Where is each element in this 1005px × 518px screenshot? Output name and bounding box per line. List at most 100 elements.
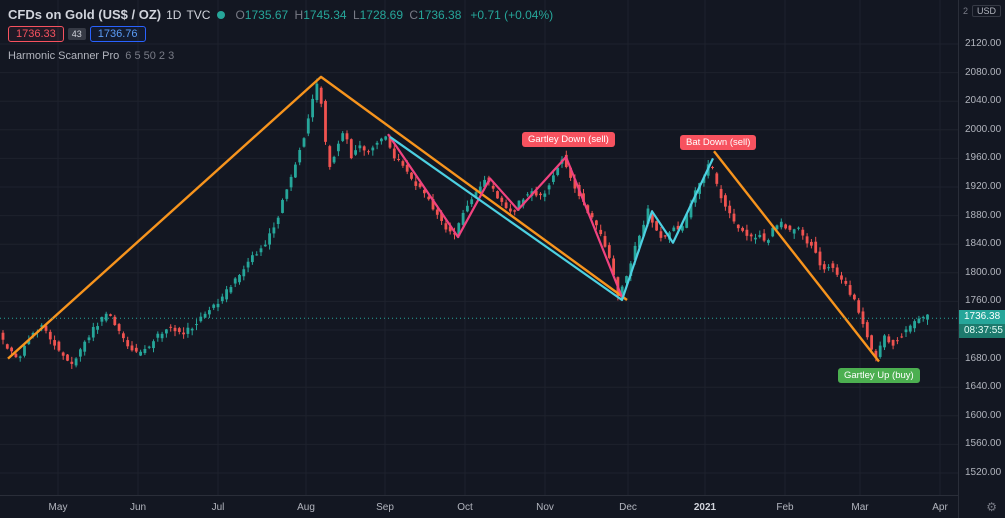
settings-gear-icon[interactable]: ⚙ (986, 499, 997, 514)
harmonic-pattern-gartley-down[interactable] (387, 133, 624, 298)
candle-body (238, 274, 241, 283)
candle-body (685, 214, 689, 228)
candle-body (122, 333, 125, 339)
candle-body (61, 352, 65, 356)
price-axis[interactable]: 2 USD 1736.38 08:37:55 2120.00 2080.00 204… (958, 0, 1005, 495)
candle-body (526, 194, 529, 196)
candle-body (556, 167, 560, 175)
indicator-legend: Harmonic Scanner Pro 6 5 50 2 3 (8, 50, 174, 62)
candle-body (242, 269, 246, 277)
candle-body (917, 318, 921, 323)
candle-body (663, 235, 667, 237)
candle-body (315, 83, 319, 101)
candle-body (887, 336, 891, 343)
pattern-overlays-layer[interactable] (0, 75, 958, 363)
candle-body (156, 333, 160, 338)
candle-body (216, 303, 220, 308)
price-axis-label: 1680.00 (965, 352, 1002, 364)
candle-body (418, 183, 422, 188)
candle-body (711, 167, 714, 169)
time-axis[interactable]: May Jun Jul Aug Sep Oct Nov Dec 2021 Feb Mar Apr (0, 495, 1005, 518)
candle-body (199, 316, 203, 322)
candle-body (650, 212, 654, 223)
interval-label[interactable]: 1D (166, 7, 182, 22)
candle-body (306, 118, 310, 134)
sell-button[interactable]: 1736.33 (8, 26, 64, 42)
candle-body (788, 225, 792, 230)
candle-body (457, 223, 461, 236)
price-axis-label: 1520.00 (965, 467, 1002, 478)
candle-body (921, 317, 925, 319)
price-axis-label: 1920.00 (965, 181, 1002, 192)
candle-body (827, 267, 830, 269)
candle-body (431, 198, 435, 210)
candle-body (702, 177, 706, 183)
price-axis-label: 1640.00 (965, 381, 1002, 393)
candle-body (607, 245, 611, 258)
candle-body (40, 325, 44, 327)
candle-body (926, 314, 929, 320)
candle-body (904, 329, 908, 333)
candle-body (152, 341, 155, 349)
candle-body (543, 193, 547, 197)
candle-body (100, 317, 104, 322)
candle-body (715, 173, 719, 184)
candle-body (865, 322, 869, 338)
candle-body (681, 226, 684, 231)
candle-body (147, 346, 151, 348)
candle-body (109, 314, 112, 316)
low-label: L (352, 7, 360, 22)
pattern-label-sell[interactable]: Bat Down (sell) (680, 135, 757, 150)
candle-body (672, 227, 676, 231)
price-axis-label: 1800.00 (965, 266, 1002, 278)
candle-body (298, 150, 302, 163)
candle-body (358, 145, 362, 149)
price-axis-label: 2120.00 (965, 38, 1002, 49)
candle-body (23, 345, 26, 356)
candle-body (440, 212, 443, 221)
time-axis-label: Sep (376, 502, 394, 513)
candle-body (134, 347, 138, 352)
candle-body (569, 167, 572, 178)
harmonic-pattern-bat-down[interactable] (389, 136, 714, 302)
trend-line-up-down-trend[interactable] (7, 75, 628, 360)
time-axis-label: Nov (536, 502, 554, 513)
candle-body (461, 212, 465, 225)
candle-body (268, 233, 271, 245)
candle-body (908, 325, 912, 332)
candle-body (762, 233, 766, 241)
candle-body (517, 200, 521, 209)
candle-body (27, 340, 31, 345)
pattern-label-buy[interactable]: Gartley Up (buy) (838, 368, 920, 383)
candle-body (371, 147, 375, 151)
candle-body (835, 267, 839, 275)
buy-button[interactable]: 1736.76 (89, 26, 146, 42)
candle-body (285, 189, 289, 199)
symbol-title[interactable]: CFDs on Gold (US$ / OZ) (8, 7, 162, 22)
candle-body (509, 208, 512, 212)
time-axis-label: Feb (776, 502, 794, 513)
price-axis-label: 1600.00 (965, 409, 1002, 421)
indicator-name[interactable]: Harmonic Scanner Pro (8, 50, 120, 62)
candle-body (689, 203, 693, 218)
candle-body (349, 139, 353, 159)
candle-body (736, 224, 740, 229)
candle-body (655, 221, 658, 231)
candle-body (444, 223, 448, 230)
price-axis-label: 1960.00 (965, 152, 1002, 164)
candle-body (771, 227, 775, 237)
chart-legend: CFDs on Gold (US$ / OZ) 1D TVC O1735.67 … (8, 7, 553, 22)
candle-body (195, 324, 198, 326)
pattern-label-sell[interactable]: Gartley Down (sell) (522, 132, 615, 147)
candle-body (547, 185, 551, 190)
candle-body (638, 235, 641, 248)
candle-body (143, 348, 147, 354)
candle-body (629, 263, 633, 277)
candle-body (797, 227, 800, 229)
change-value: +0.71 (+0.04%) (470, 7, 554, 22)
trend-line-jan-decline[interactable] (713, 150, 880, 363)
candle-body (414, 181, 418, 186)
candle-body (397, 158, 400, 160)
currency-selector[interactable]: USD (972, 5, 1002, 17)
